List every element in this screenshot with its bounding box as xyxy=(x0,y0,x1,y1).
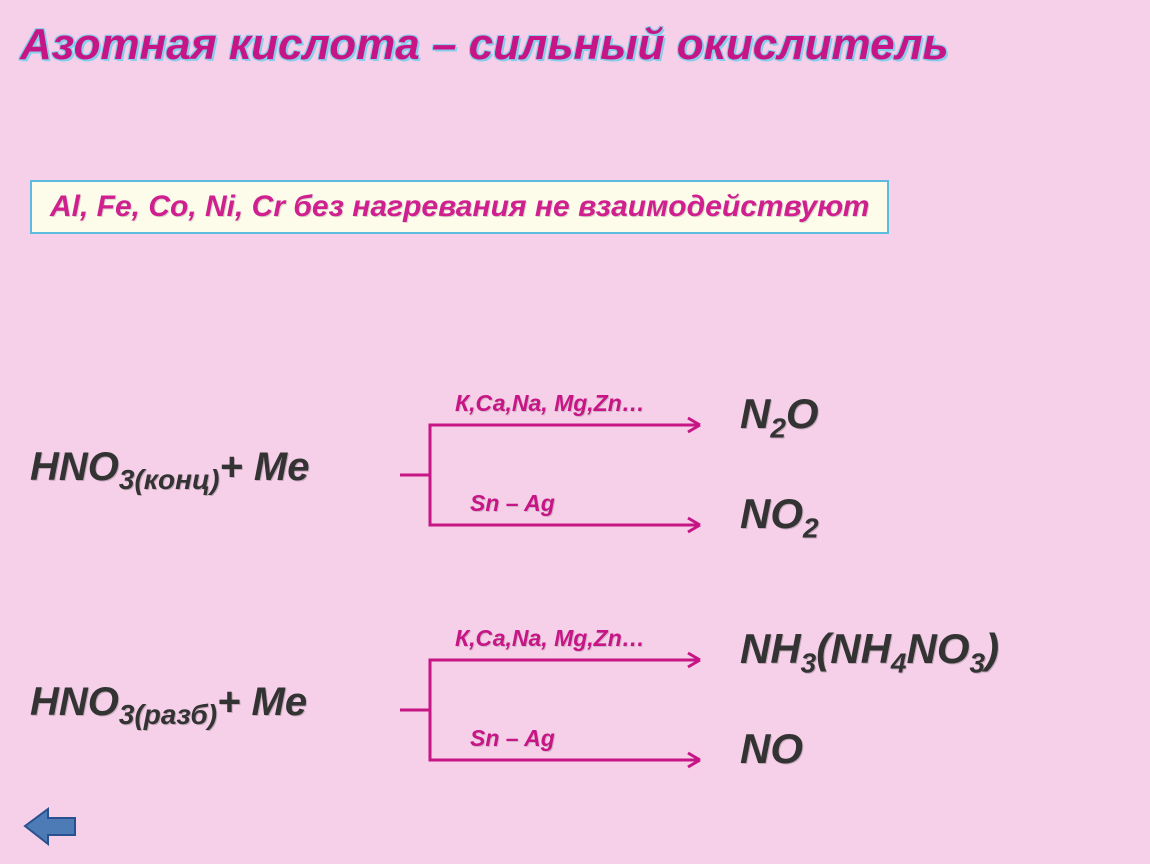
scheme1-arrows xyxy=(400,395,730,555)
scheme2-bottom-label: Sn – Ag xyxy=(470,725,555,752)
scheme1-top-label: К,Са,Na, Mg,Zn… xyxy=(455,390,645,417)
scheme-diluted: HNO3(разб)+ Ме xyxy=(30,680,307,731)
reactant-tail: + Ме xyxy=(219,445,309,489)
scheme2-product-bottom: NO xyxy=(740,725,803,773)
reactant-main: HNO xyxy=(30,445,119,489)
scheme1-product-bottom: NO2 xyxy=(740,490,819,544)
reactant-main-2: HNO xyxy=(30,680,119,724)
scheme2-arrows xyxy=(400,630,730,790)
page-title: Азотная кислота – сильный окислитель xyxy=(20,20,949,70)
scheme2-product-top: NH3(NH4NO3) xyxy=(740,625,999,679)
reactant-sub: 3(конц) xyxy=(119,464,220,495)
scheme2-top-label: К,Са,Na, Mg,Zn… xyxy=(455,625,645,652)
scheme-concentrated: HNO3(конц)+ Ме xyxy=(30,445,309,496)
reactant-tail-2: + Ме xyxy=(217,680,307,724)
scheme1-product-top: N2O xyxy=(740,390,819,444)
nav-back-icon[interactable] xyxy=(20,804,80,849)
reactant-sub-2: 3(разб) xyxy=(119,699,217,730)
passivation-note: Al, Fe, Co, Ni, Сr без нагревания не вза… xyxy=(30,180,889,234)
scheme1-bottom-label: Sn – Ag xyxy=(470,490,555,517)
